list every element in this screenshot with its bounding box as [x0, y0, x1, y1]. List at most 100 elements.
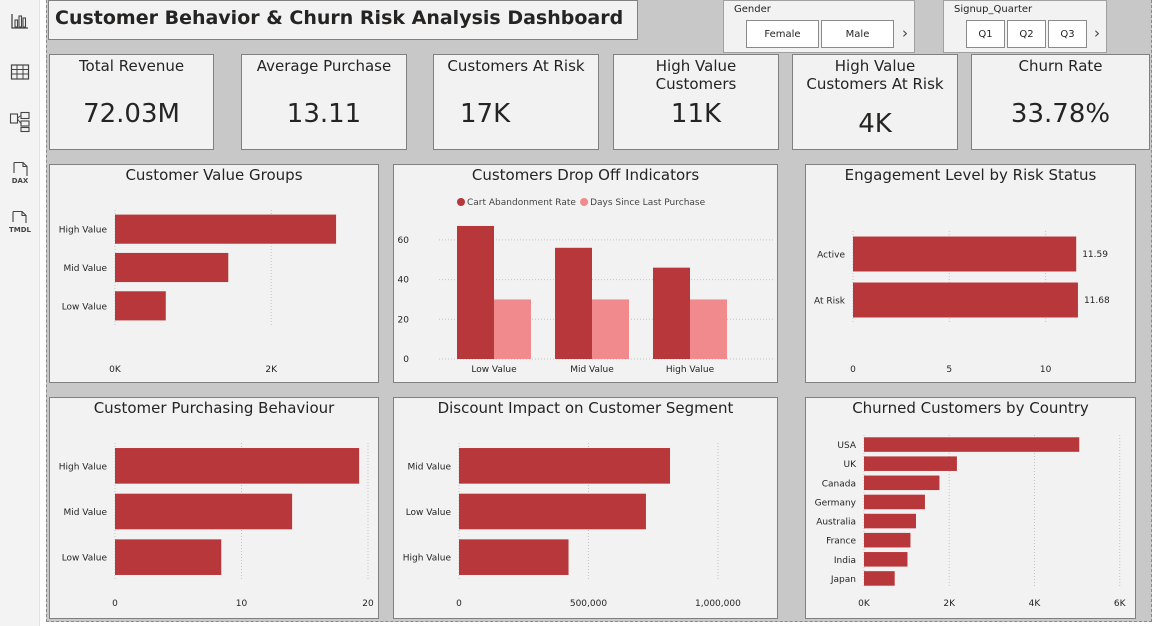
slicer-title: Gender — [734, 4, 771, 15]
legend-marker — [457, 198, 465, 206]
x-tick-label: 10 — [236, 599, 248, 609]
kpi-label: High Value Customers — [655, 57, 737, 93]
x-tick-label: Low Value — [471, 365, 517, 375]
bar — [853, 282, 1078, 318]
x-tick-label: 0 — [850, 365, 856, 375]
data-label: 11.68 — [1084, 296, 1110, 306]
drop-off-indicators-card[interactable]: Customers Drop Off Indicators 0 20 40 60 Car… — [393, 164, 778, 383]
churn-by-country-card[interactable]: Churned Customers by Country 0K 2K 4K 6K USA… — [805, 397, 1136, 619]
bar — [864, 532, 911, 548]
kpi-value: 4K — [858, 109, 892, 139]
x-tick-label: 0 — [112, 599, 118, 609]
slicer-title: Signup_Quarter — [954, 4, 1033, 15]
x-tick-label: Mid Value — [570, 365, 614, 375]
discount-impact-card[interactable]: Discount Impact on Customer Segment 0 500… — [393, 397, 778, 619]
category-label: Active — [817, 251, 845, 261]
chart-title: Engagement Level by Risk Status — [844, 166, 1097, 184]
x-tick-label: 0 — [456, 599, 462, 609]
category-label: Mid Value — [407, 462, 451, 472]
svg-text:TMDL: TMDL — [9, 226, 32, 234]
dax-query-icon[interactable]: DAX — [8, 160, 32, 186]
kpi-card-customers-at-risk[interactable]: Customers At Risk 17K — [433, 54, 599, 150]
quarter-option-q1[interactable]: Q1 — [966, 20, 1005, 48]
x-tick-label: 0K — [109, 365, 122, 375]
kpi-card-high-value-at-risk[interactable]: High Value Customers At Risk 4K — [792, 54, 958, 150]
gender-slicer: Gender Female Male › — [723, 0, 915, 53]
model-view-icon[interactable] — [8, 110, 32, 134]
chart-title: Churned Customers by Country — [852, 399, 1089, 417]
signup-quarter-slicer: Signup_Quarter Q1 Q2 Q3 › — [943, 0, 1107, 53]
bar — [494, 299, 531, 359]
x-tick-label: 20 — [362, 599, 374, 609]
category-label: Low Value — [62, 302, 108, 312]
category-label: High Value — [59, 226, 108, 236]
x-tick-label: 2K — [265, 365, 278, 375]
x-tick-label: 500,000 — [570, 599, 607, 609]
category-label: Mid Value — [63, 264, 107, 274]
tmdl-view-icon[interactable]: TMDL — [8, 209, 32, 235]
category-label: High Value — [403, 554, 452, 564]
customer-value-groups-chart: 0K 2K High Value Mid Value Low Value — [59, 210, 337, 375]
kpi-card-average-purchase[interactable]: Average Purchase 13.11 — [241, 54, 407, 150]
chart-title: Customer Purchasing Behaviour — [93, 399, 335, 417]
bar — [459, 448, 671, 484]
kpi-card-churn-rate[interactable]: Churn Rate 33.78% — [971, 54, 1150, 150]
bar — [853, 236, 1077, 272]
category-label: Mid Value — [63, 508, 107, 518]
bar — [864, 437, 1080, 452]
chevron-right-icon[interactable]: › — [902, 24, 908, 42]
x-tick-label: 5 — [946, 365, 952, 375]
page-title: Customer Behavior & Churn Risk Analysis … — [55, 7, 624, 29]
view-switcher-rail: DAX TMDL — [0, 0, 40, 626]
bar — [115, 448, 360, 484]
table-view-icon[interactable] — [8, 60, 32, 84]
bar — [653, 267, 690, 359]
quarter-option-q2[interactable]: Q2 — [1007, 20, 1046, 48]
chart-title: Customers Drop Off Indicators — [471, 166, 700, 184]
dashboard-title-card: Customer Behavior & Churn Risk Analysis … — [48, 0, 638, 40]
bar — [115, 252, 229, 283]
bar — [864, 552, 908, 567]
chart-title: Discount Impact on Customer Segment — [437, 399, 734, 417]
bar — [115, 493, 293, 530]
engagement-by-risk-card[interactable]: Engagement Level by Risk Status 0 5 10 Acti… — [805, 164, 1136, 383]
category-label: India — [834, 556, 856, 566]
gender-option-male[interactable]: Male — [821, 20, 894, 48]
category-label: Germany — [815, 498, 857, 508]
kpi-value: 17K — [460, 99, 511, 129]
gender-option-female[interactable]: Female — [746, 20, 819, 48]
x-tick-label: 1,000,000 — [695, 599, 741, 609]
kpi-card-total-revenue[interactable]: Total Revenue 72.03M — [49, 54, 214, 150]
bar — [459, 539, 569, 575]
x-tick-label: High Value — [666, 365, 715, 375]
quarter-option-q3[interactable]: Q3 — [1048, 20, 1087, 48]
chevron-right-icon[interactable]: › — [1094, 24, 1100, 42]
x-tick-label: 2K — [943, 599, 956, 609]
bar — [115, 214, 337, 244]
kpi-label: Average Purchase — [256, 57, 392, 75]
kpi-value: 33.78% — [1010, 99, 1111, 129]
legend-label: Days Since Last Purchase — [590, 198, 706, 208]
kpi-label: Churn Rate — [1018, 57, 1103, 75]
category-label: Australia — [816, 518, 856, 528]
bar — [690, 299, 727, 359]
kpi-label: Total Revenue — [78, 57, 185, 75]
category-label: Japan — [830, 575, 856, 585]
kpi-value: 11K — [670, 99, 722, 129]
discount-impact-chart: 0 500,000 1,000,000 Mid Value Low Value High … — [403, 443, 741, 609]
purchasing-behaviour-card[interactable]: Customer Purchasing Behaviour 0 10 20 High … — [49, 397, 379, 619]
report-view-icon[interactable] — [8, 9, 32, 33]
kpi-label: Customers At Risk — [447, 57, 585, 75]
legend-marker — [580, 198, 589, 206]
bar — [555, 247, 592, 359]
y-tick-label: 0 — [403, 355, 409, 365]
category-label: High Value — [59, 462, 108, 472]
kpi-value: 13.11 — [286, 99, 362, 129]
chart-title: Customer Value Groups — [125, 166, 303, 184]
kpi-card-high-value-customers[interactable]: High Value Customers 11K — [613, 54, 779, 150]
customer-value-groups-card[interactable]: Customer Value Groups 0K 2K High Value Mid … — [49, 164, 379, 383]
bar — [592, 299, 629, 359]
churn-by-country-chart: 0K 2K 4K 6K USA UK Canada Germany Australia Franc… — [815, 435, 1127, 609]
category-label: USA — [837, 441, 856, 451]
y-tick-label: 60 — [398, 236, 410, 246]
